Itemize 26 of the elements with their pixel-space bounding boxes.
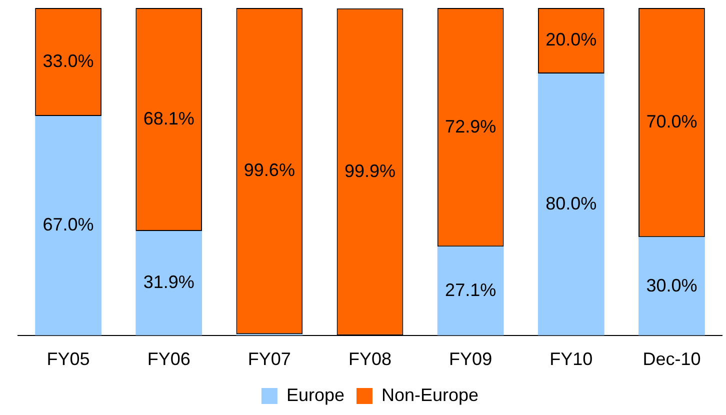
- bar: [136, 230, 202, 336]
- x-tick-label: FY05: [46, 349, 90, 370]
- bar: [437, 246, 504, 336]
- data-label: 67.0%: [42, 214, 94, 235]
- x-tick-label: FY06: [147, 349, 190, 370]
- data-label: 27.1%: [445, 280, 496, 300]
- data-label: 20.0%: [546, 30, 597, 50]
- x-tick-label: Dec-10: [642, 349, 701, 370]
- bar: [638, 237, 705, 336]
- bar: [35, 116, 102, 336]
- data-label: 99.6%: [244, 160, 295, 180]
- x-tick-label: FY10: [550, 349, 593, 370]
- data-label: 80.0%: [546, 193, 597, 214]
- data-label: 68.1%: [143, 108, 194, 128]
- data-label: 99.9%: [344, 160, 396, 181]
- bar: [538, 73, 604, 336]
- data-label: 30.0%: [646, 275, 698, 296]
- x-tick-label: FY07: [248, 349, 291, 370]
- legend-label: Non-Europe: [381, 384, 479, 405]
- data-label: 31.9%: [143, 272, 194, 292]
- data-label: 33.0%: [42, 50, 94, 71]
- data-label: 72.9%: [445, 116, 496, 136]
- x-tick-label: FY08: [348, 349, 392, 370]
- legend-label: Europe: [286, 384, 344, 405]
- data-label: 70.0%: [646, 112, 698, 132]
- x-tick-label: FY09: [449, 349, 492, 370]
